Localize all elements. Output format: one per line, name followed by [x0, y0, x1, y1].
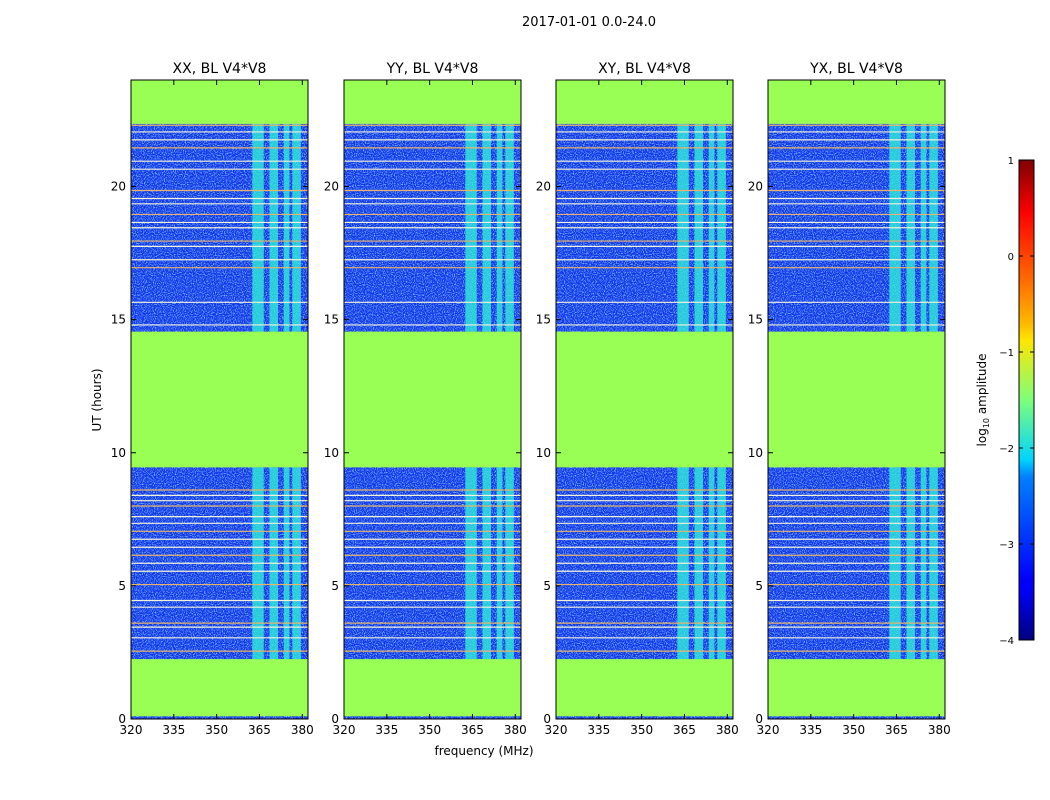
- x-tick-label: 380: [291, 723, 314, 737]
- heatmap: [768, 80, 945, 719]
- no-data-band: [131, 331, 308, 468]
- x-tick-label: 335: [162, 723, 185, 737]
- y-tick-label: 15: [111, 313, 126, 327]
- x-tick-label: 335: [375, 723, 398, 737]
- y-tick-label: 0: [755, 712, 763, 726]
- y-tick-label: 20: [111, 180, 126, 194]
- x-tick-label: 335: [587, 723, 610, 737]
- panel-frame: [767, 79, 946, 720]
- no-data-band: [556, 331, 733, 468]
- panel: XY, BL V4*V8 320 335 350 365 380 0 5 10 15 20: [536, 61, 739, 737]
- y-tick-label: 15: [748, 313, 763, 327]
- colorbar: 1 0 −1 −2 −3 −4 log10 amplitude: [975, 156, 1035, 647]
- colorbar-gradient: [1018, 159, 1035, 641]
- x-tick-label: 380: [928, 723, 951, 737]
- heatmap: [131, 80, 308, 719]
- colorbar-tick-label: −2: [999, 444, 1014, 455]
- no-data-band: [556, 659, 733, 717]
- colorbar-tick-label: 1: [1008, 156, 1014, 167]
- y-tick-label: 15: [324, 313, 339, 327]
- no-data-band: [556, 80, 733, 124]
- y-tick-label: 0: [331, 712, 339, 726]
- panel-title: XY, BL V4*V8: [598, 61, 691, 77]
- y-tick-label: 5: [755, 579, 763, 593]
- no-data-band: [768, 659, 945, 717]
- colorbar-tick-label: −1: [999, 348, 1014, 359]
- panel-frame: [130, 79, 309, 720]
- no-data-band: [344, 80, 521, 124]
- x-tick-label: 365: [248, 723, 271, 737]
- no-data-band: [131, 659, 308, 717]
- y-tick-label: 20: [324, 180, 339, 194]
- x-tick-label: 350: [205, 723, 228, 737]
- colorbar-ticks: 1 0 −1 −2 −3 −4: [999, 156, 1034, 647]
- heatmap: [556, 80, 733, 719]
- x-tick-label: 320: [757, 723, 780, 737]
- heatmap: [344, 80, 521, 719]
- colorbar-label: log10 amplitude: [975, 354, 991, 447]
- panel-title: YX, BL V4*V8: [809, 61, 903, 77]
- panel: YX, BL V4*V8 320 335 350 365 380 0 5 10 15 20: [748, 61, 951, 737]
- no-data-band: [768, 80, 945, 124]
- y-tick-label: 10: [748, 446, 763, 460]
- x-tick-label: 350: [418, 723, 441, 737]
- x-tick-label: 320: [120, 723, 143, 737]
- no-data-band: [344, 659, 521, 717]
- colorbar-tick-label: −4: [999, 636, 1014, 647]
- y-axis-label: UT (hours): [90, 368, 104, 431]
- x-tick-label: 335: [799, 723, 822, 737]
- panel-frame: [343, 79, 522, 720]
- x-tick-label: 365: [885, 723, 908, 737]
- panel-title: XX, BL V4*V8: [173, 61, 267, 77]
- x-tick-label: 380: [716, 723, 739, 737]
- panel: XX, BL V4*V8 320 335 350 365 380 0 5 10 15 20: [111, 61, 314, 737]
- figure-title: 2017-01-01 0.0-24.0: [522, 15, 656, 30]
- y-tick-label: 10: [111, 446, 126, 460]
- x-tick-label: 320: [333, 723, 356, 737]
- no-data-band: [131, 80, 308, 124]
- colorbar-tick-label: −3: [999, 540, 1014, 551]
- y-tick-label: 0: [118, 712, 126, 726]
- panel-frame: [555, 79, 734, 720]
- x-tick-label: 350: [842, 723, 865, 737]
- y-tick-label: 5: [543, 579, 551, 593]
- y-tick-label: 15: [536, 313, 551, 327]
- no-data-band: [344, 331, 521, 468]
- no-data-band: [768, 331, 945, 468]
- x-tick-label: 320: [545, 723, 568, 737]
- x-axis-label: frequency (MHz): [434, 744, 533, 758]
- x-tick-label: 350: [630, 723, 653, 737]
- y-tick-label: 20: [748, 180, 763, 194]
- colorbar-tick-label: 0: [1008, 252, 1014, 263]
- y-tick-label: 5: [331, 579, 339, 593]
- x-tick-label: 365: [461, 723, 484, 737]
- y-tick-label: 10: [324, 446, 339, 460]
- panel-title: YY, BL V4*V8: [386, 61, 479, 77]
- y-tick-label: 0: [543, 712, 551, 726]
- x-tick-label: 365: [673, 723, 696, 737]
- panel: YY, BL V4*V8 320 335 350 365 380 0 5 10 15 20: [324, 61, 527, 737]
- y-tick-label: 10: [536, 446, 551, 460]
- y-tick-label: 20: [536, 180, 551, 194]
- y-tick-label: 5: [118, 579, 126, 593]
- x-tick-label: 380: [504, 723, 527, 737]
